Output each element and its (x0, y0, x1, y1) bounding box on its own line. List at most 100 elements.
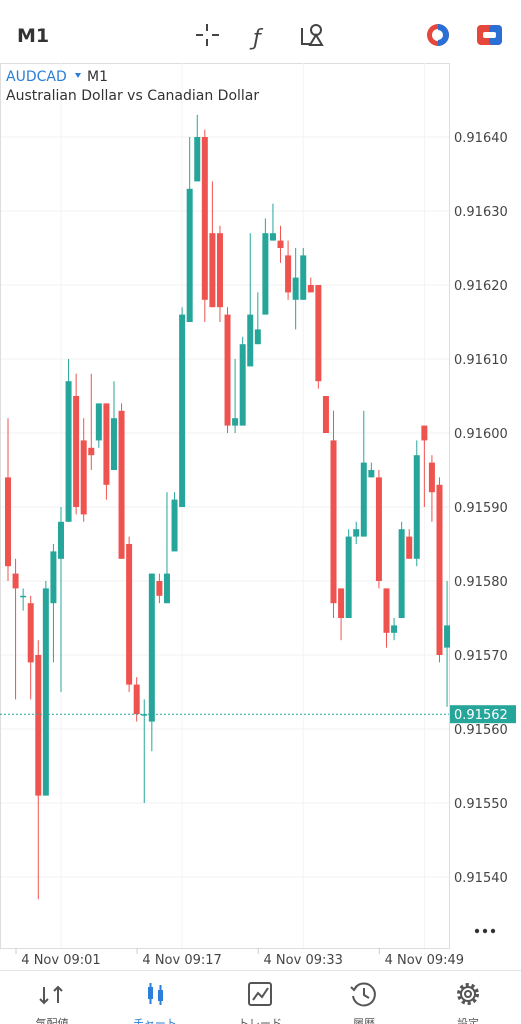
candle-body (353, 529, 360, 537)
symbol[interactable]: AUDCAD (6, 69, 67, 85)
x-tick-label: 4 Nov 09:01 (21, 953, 100, 968)
candle-body (209, 233, 216, 308)
candle-body (338, 588, 345, 618)
candle-body (118, 410, 125, 559)
trade-icon[interactable] (477, 25, 502, 45)
objects-icon[interactable] (301, 24, 324, 46)
nav-labels: 気配値 チャート トレード 履歴 設定 (36, 1016, 480, 1024)
candle-body (247, 314, 254, 367)
candle-body (57, 521, 64, 559)
candle-body (141, 714, 148, 716)
candle-body (35, 655, 42, 796)
x-tick-label: 4 Nov 09:33 (264, 953, 343, 968)
candle-body (5, 477, 11, 567)
nav-label[interactable]: 設定 (457, 1016, 479, 1024)
candle-body (12, 573, 19, 589)
account-icon[interactable] (427, 24, 449, 46)
candle-body (307, 285, 314, 293)
nav-label[interactable]: トレード (238, 1017, 282, 1024)
candle-body (88, 447, 95, 456)
candle-body (368, 470, 375, 478)
plot-frame (0, 63, 450, 949)
quotes-icon[interactable] (39, 985, 63, 1005)
y-tick-label: 0.91640 (454, 131, 508, 146)
current-price-box (450, 705, 516, 724)
candle-body (163, 573, 170, 604)
candle-body (186, 188, 193, 322)
candle-body (156, 581, 163, 596)
candle-body (262, 233, 269, 315)
y-tick-label: 0.91590 (454, 501, 508, 516)
candle-body (391, 625, 398, 633)
candle-body (224, 314, 231, 426)
candle-body (345, 536, 352, 618)
candle-body (444, 625, 451, 648)
candle-body (194, 137, 201, 182)
chart-subtitle: Australian Dollar vs Canadian Dollar (6, 88, 259, 104)
candle-body (201, 137, 208, 300)
candle-body (421, 425, 428, 441)
candle-body (27, 603, 34, 663)
candle-body (322, 396, 329, 433)
chart-timeframe: M1 (87, 69, 108, 85)
y-tick-label: 0.91550 (454, 797, 508, 812)
candle-body (80, 440, 87, 515)
history-icon[interactable] (350, 982, 376, 1007)
candle-body (436, 484, 443, 655)
candle-body (171, 499, 178, 552)
more-button[interactable] (474, 928, 496, 934)
symbol-dropdown[interactable] (75, 73, 81, 78)
crosshair-icon[interactable] (196, 24, 219, 46)
candle-body (300, 255, 307, 300)
candle-body (360, 462, 367, 537)
candle-body (126, 544, 133, 685)
candle-body (315, 285, 322, 382)
y-tick-label: 0.91560 (454, 723, 508, 738)
candle-body (50, 551, 57, 604)
candle-body (148, 573, 155, 722)
indicator-icon[interactable]: ƒ (249, 26, 264, 51)
trade-nav-icon[interactable] (248, 982, 272, 1006)
candle-body (428, 462, 435, 493)
y-tick-label: 0.91630 (454, 205, 508, 220)
candle-body (406, 536, 413, 559)
y-tick-label: 0.91540 (454, 871, 508, 886)
candle-body (292, 277, 299, 300)
candle-body (285, 255, 292, 293)
y-tick-label: 0.91580 (454, 575, 508, 590)
candle-body (73, 396, 80, 507)
candles (5, 114, 451, 900)
candle-body (179, 314, 186, 507)
candle-body (42, 588, 49, 796)
y-tick-label: 0.91570 (454, 649, 508, 664)
x-tick-label: 4 Nov 09:49 (385, 953, 464, 968)
candle-body (413, 455, 420, 559)
nav-label[interactable]: チャート (133, 1017, 177, 1024)
candle-body (330, 440, 337, 604)
candle-body (133, 684, 140, 715)
candle-body (103, 403, 110, 485)
nav-label[interactable]: 履歴 (353, 1017, 375, 1024)
nav-label[interactable]: 気配値 (36, 1016, 69, 1024)
candle-body (239, 344, 246, 426)
candle-body (65, 381, 72, 522)
candle-body (216, 233, 223, 308)
candle-body (383, 588, 390, 633)
y-tick-label: 0.91600 (454, 427, 508, 442)
candle-body (95, 403, 102, 441)
chart-icon[interactable] (148, 983, 163, 1005)
x-tick-label: 4 Nov 09:17 (142, 953, 221, 968)
candle-body (375, 477, 382, 581)
timeframe-button[interactable]: M1 (17, 25, 49, 47)
candle-body (277, 240, 284, 248)
candle-body (20, 595, 27, 598)
y-tick-label: 0.91620 (454, 279, 508, 294)
candle-body (269, 233, 276, 241)
candle-body (254, 329, 261, 345)
y-tick-label: 0.91610 (454, 353, 508, 368)
candle-body (232, 418, 239, 426)
settings-icon[interactable] (457, 983, 479, 1005)
